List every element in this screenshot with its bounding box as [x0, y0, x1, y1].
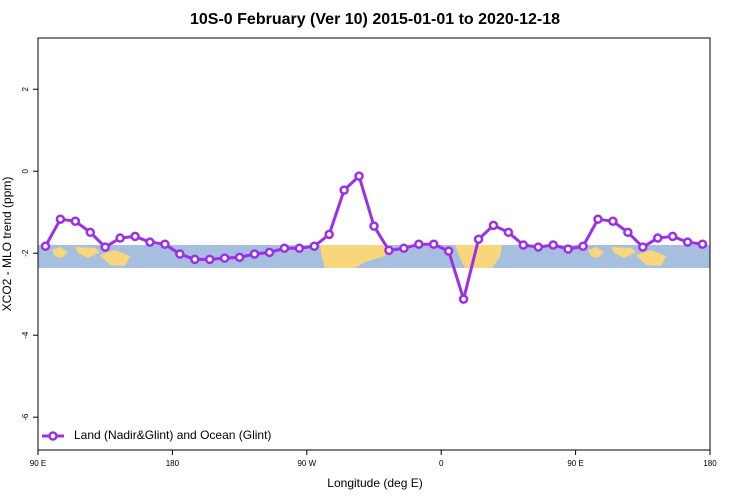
y-tick-label: 0 [21, 168, 30, 173]
legend-marker [48, 431, 58, 441]
x-tick-label: 180 [166, 459, 180, 468]
data-point [234, 252, 245, 263]
data-point [279, 243, 290, 254]
data-point [219, 253, 230, 263]
data-point [70, 216, 81, 226]
data-point [384, 245, 394, 256]
data-point [518, 240, 529, 250]
y-axis-label: XCO2 - MLO trend (ppm) [0, 177, 14, 312]
y-tick-label: -4 [21, 331, 30, 339]
data-point [399, 243, 409, 254]
data-point [652, 233, 663, 243]
x-tick-label: 90 E [567, 459, 583, 468]
data-point [473, 234, 484, 245]
data-point [145, 237, 155, 247]
data-point [190, 254, 200, 265]
data-point [309, 241, 320, 252]
data-point [428, 239, 439, 249]
data-point [488, 220, 499, 231]
data-point [503, 227, 514, 238]
data-point [369, 221, 379, 231]
data-point [697, 239, 708, 249]
data-point [623, 227, 633, 238]
data-point [160, 239, 170, 249]
x-tick-label: 90 E [30, 459, 46, 468]
data-point [249, 249, 260, 259]
plot-frame [37, 37, 711, 451]
data-point [115, 233, 125, 243]
x-tick-label: 0 [439, 459, 444, 468]
land [455, 245, 502, 268]
data-point [548, 240, 558, 250]
x-tick-label: 90 W [297, 459, 316, 468]
data-point [130, 231, 140, 242]
x-tick-label: 180 [703, 459, 717, 468]
chart-title: 10S-0 February (Ver 10) 2015-01-01 to 20… [190, 11, 560, 28]
data-point [563, 244, 573, 254]
x-axis-label: Longitude (deg E) [327, 476, 422, 490]
data-point [578, 241, 588, 252]
data-point [458, 294, 469, 304]
data-point [55, 214, 66, 224]
data-point [533, 242, 544, 252]
y-tick-label: -6 [21, 413, 30, 421]
data-point [414, 239, 424, 249]
data-point [638, 242, 648, 252]
data-point [204, 254, 215, 265]
land [320, 245, 390, 268]
data-point [608, 216, 618, 226]
y-tick-label: 2 [21, 86, 30, 91]
data-point [40, 241, 51, 252]
data-point [85, 227, 96, 238]
legend-label: Land (Nadir&Glint) and Ocean (Glint) [74, 428, 271, 442]
data-point [593, 214, 603, 224]
data-point [667, 231, 678, 242]
data-point [324, 229, 334, 240]
land [588, 247, 666, 266]
land [52, 247, 130, 266]
data-point [682, 237, 693, 247]
data-point [443, 246, 454, 256]
data-point [294, 243, 305, 254]
y-tick-label: -2 [21, 249, 30, 257]
data-point [354, 171, 364, 181]
series-line [44, 173, 703, 305]
map-strip [38, 245, 710, 268]
data-point [339, 185, 349, 195]
data-point [264, 247, 275, 258]
data-point [175, 249, 185, 259]
data-point [100, 242, 110, 252]
